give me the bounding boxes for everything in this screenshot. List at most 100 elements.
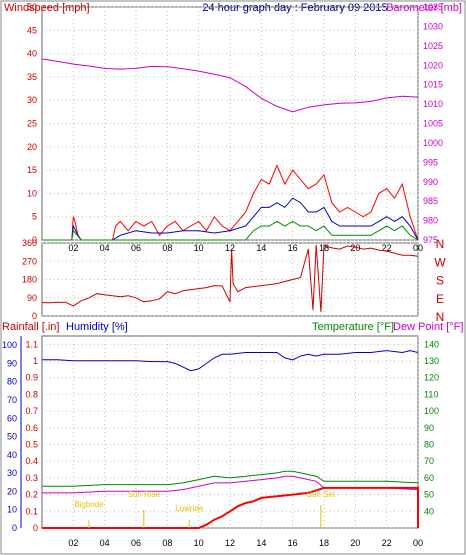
x-tick-label: 06 [131, 538, 141, 548]
barometer-tick: 1030 [423, 21, 443, 31]
x-tick-label: 08 [162, 538, 172, 548]
temperature-tick: 140 [424, 339, 439, 349]
annotation-label: Lowride [175, 504, 204, 513]
humidity-tick: 60 [7, 413, 17, 423]
x-tick-label: 02 [68, 538, 78, 548]
left-axis-title-windspeed: Windspeed [mph] [4, 2, 90, 14]
series-line-3 [42, 220, 419, 241]
windspeed-tick: 30 [27, 95, 37, 105]
humidity-tick: 30 [7, 468, 17, 478]
series-line-rainfall [42, 486, 419, 529]
windspeed-tick: 10 [27, 188, 37, 198]
series-line-humidity [42, 350, 419, 372]
windspeed-tick: 35 [27, 72, 37, 82]
temperature-tick: 120 [424, 373, 439, 383]
compass-label: N [436, 310, 445, 324]
annotation-label: Sun Set [307, 490, 336, 499]
barometer-tick: 980 [423, 216, 438, 226]
barometer-tick: 1005 [423, 119, 443, 129]
compass-label: N [436, 237, 445, 251]
barometer-tick: 1025 [423, 41, 443, 51]
humidity-tick: 90 [7, 358, 17, 368]
barometer-tick: 995 [423, 157, 438, 167]
temperature-tick: 90 [424, 423, 434, 433]
chart-title: 24 hour graph day : February 09 2015 [202, 2, 387, 14]
x-tick-label: 14 [256, 538, 266, 548]
sun-moon-annotations: Bigbride Sun Rise Lowride Sun Set [74, 490, 336, 528]
humidity-tick: 80 [7, 377, 17, 387]
wind-baro-series [41, 58, 419, 241]
series-line-1 [42, 164, 419, 241]
humidity-tick: 40 [7, 450, 17, 460]
temperature-tick: 40 [424, 506, 434, 516]
direction-tick: 360 [22, 238, 37, 248]
compass-label: S [436, 274, 444, 288]
windspeed-tick: 50 [27, 2, 37, 12]
rain-hum-temp-series [42, 350, 419, 529]
x-tick-label: 04 [100, 538, 110, 548]
x-tick-label: 10 [194, 538, 204, 548]
humidity-tick: 50 [7, 432, 17, 442]
windspeed-tick: 0 [32, 235, 37, 245]
direction-series [41, 244, 419, 312]
windspeed-tick: 15 [27, 165, 37, 175]
direction-line [41, 244, 419, 312]
annotation-label: Bigbride [74, 500, 104, 509]
rainfall-tick-labels: 0 0.1 0.2 0.3 0.4 0.5 0.6 0.7 0.8 0.9 1 1.1 [25, 339, 38, 533]
humidity-tick: 70 [7, 395, 17, 405]
axis-title-rainfall: Rainfall [.in] [2, 321, 59, 333]
temperature-tick-labels: 40 50 60 70 80 90 100 110 120 130 140 [424, 339, 439, 516]
rainfall-tick: 0.4 [25, 456, 38, 466]
direction-tick: 180 [22, 275, 37, 285]
rainfall-tick: 1.1 [25, 339, 38, 349]
rainfall-tick: 0.2 [25, 490, 38, 500]
temperature-tick: 110 [424, 389, 438, 399]
temperature-tick: 70 [424, 456, 434, 466]
windspeed-tick: 5 [32, 212, 37, 222]
x-axis-hour-labels-panel3: 02 04 06 08 10 12 14 16 18 20 22 00 [68, 538, 423, 548]
rainfall-tick: 0.5 [25, 440, 38, 450]
direction-tick: 0 [32, 311, 37, 321]
rainfall-tick: 0.3 [25, 473, 38, 483]
rainfall-tick: 0.7 [25, 406, 38, 416]
rainfall-tick: 0.8 [25, 389, 38, 399]
humidity-tick: 10 [7, 505, 17, 515]
barometer-tick: 1015 [423, 80, 443, 90]
rainfall-tick: 0.6 [25, 423, 38, 433]
temperature-tick: 100 [424, 406, 439, 416]
humidity-tick-labels: 0 10 20 30 40 50 60 70 80 90 100 [2, 340, 17, 533]
rainfall-tick: 0 [33, 523, 38, 533]
annotation-label: Sun Rise [128, 490, 161, 499]
temperature-tick: 50 [424, 490, 434, 500]
windspeed-tick-labels: 0 5 10 15 20 25 30 35 40 45 50 [27, 2, 37, 245]
barometer-tick: 975 [423, 235, 438, 245]
x-tick-label: 16 [288, 538, 298, 548]
temperature-tick: 130 [424, 356, 439, 366]
humidity-tick: 100 [2, 340, 17, 350]
x-tick-label: 22 [382, 538, 392, 548]
direction-tick: 270 [22, 256, 37, 266]
compass-label: E [436, 292, 444, 306]
series-line-temperature [42, 470, 419, 487]
barometer-tick-labels: 975 980 985 990 995 1000 1005 1010 1015 1020 1025 1… [423, 2, 443, 245]
x-tick-label: 18 [319, 538, 329, 548]
rainfall-tick: 0.9 [25, 373, 38, 383]
barometer-tick: 985 [423, 196, 438, 206]
direction-degree-labels: 0 90 180 270 360 [22, 238, 37, 321]
rainfall-tick: 0.1 [25, 506, 38, 516]
axis-title-dewpoint: Dew Point [°F] [393, 321, 463, 333]
humidity-tick: 20 [7, 486, 17, 496]
x-tick-label: 12 [225, 538, 235, 548]
compass-label: W [434, 255, 446, 269]
barometer-tick: 1035 [423, 2, 443, 12]
rainfall-tick: 1 [33, 356, 38, 366]
x-tick-label: 20 [350, 538, 360, 548]
barometer-tick: 990 [423, 177, 438, 187]
series-line-2 [42, 197, 419, 241]
windspeed-tick: 40 [27, 49, 37, 59]
barometer-tick: 1020 [423, 60, 443, 70]
windspeed-tick: 25 [27, 119, 37, 129]
